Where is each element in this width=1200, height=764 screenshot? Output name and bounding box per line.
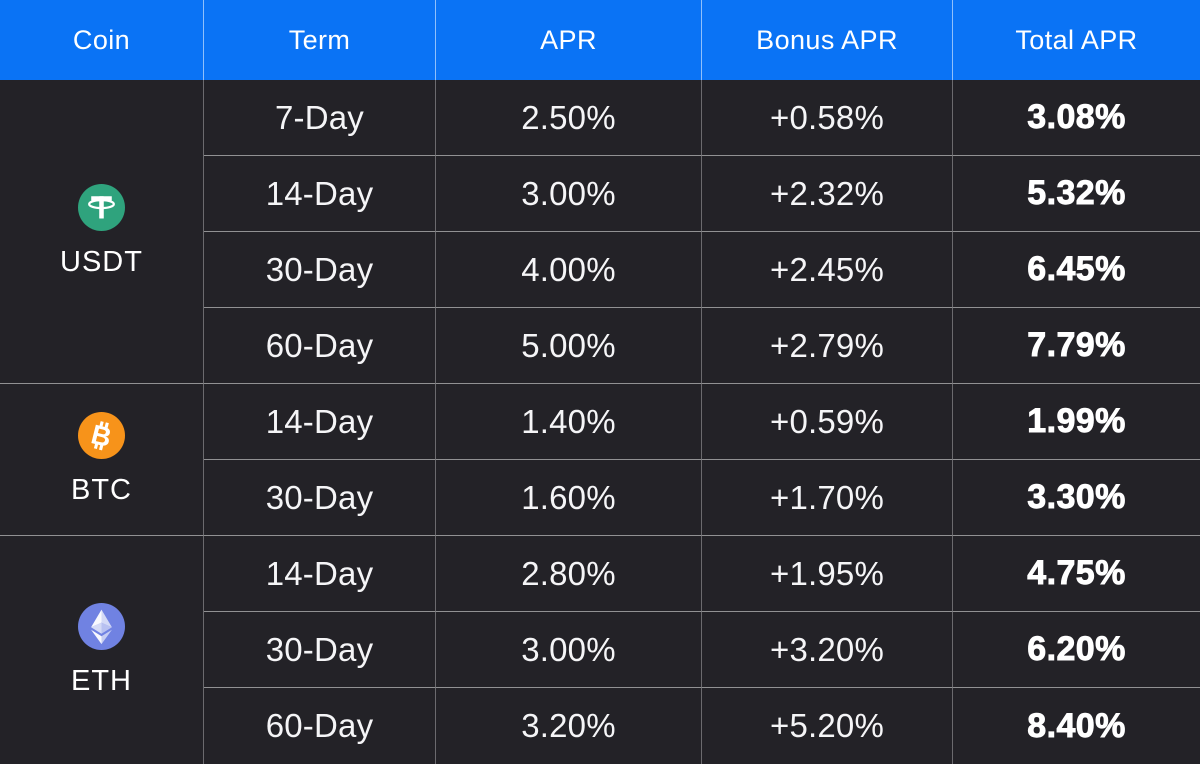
term-cell: 7-Day: [204, 80, 436, 156]
bonus-apr-cell: +1.95%: [702, 536, 953, 612]
apr-cell: 3.20%: [436, 688, 702, 764]
total-apr-cell: 4.75%: [953, 536, 1200, 612]
term-cell: 14-Day: [204, 156, 436, 232]
total-apr-cell: 7.79%: [953, 308, 1200, 384]
term-cell: 30-Day: [204, 460, 436, 536]
apr-cell: 2.50%: [436, 80, 702, 156]
bonus-apr-cell: +5.20%: [702, 688, 953, 764]
term-cell: 30-Day: [204, 612, 436, 688]
coin-cell-eth: ETH: [0, 536, 204, 764]
apr-cell: 1.60%: [436, 460, 702, 536]
total-apr-cell: 1.99%: [953, 384, 1200, 460]
apr-cell: 1.40%: [436, 384, 702, 460]
bonus-apr-cell: +2.45%: [702, 232, 953, 308]
bonus-apr-cell: +0.58%: [702, 80, 953, 156]
total-apr-cell: 3.30%: [953, 460, 1200, 536]
coin-cell-btc: B BTC: [0, 384, 204, 536]
apr-cell: 2.80%: [436, 536, 702, 612]
total-apr-cell: 6.45%: [953, 232, 1200, 308]
total-apr-cell: 8.40%: [1027, 706, 1126, 745]
tether-icon: [78, 184, 125, 231]
bonus-apr-cell: +1.70%: [702, 460, 953, 536]
column-header-term: Term: [204, 0, 436, 80]
term-cell: 14-Day: [204, 384, 436, 460]
total-apr-cell: 6.20%: [953, 612, 1200, 688]
apr-cell: 5.00%: [436, 308, 702, 384]
term-cell: 30-Day: [204, 232, 436, 308]
bonus-apr-cell: +0.59%: [702, 384, 953, 460]
apr-cell: 4.00%: [436, 232, 702, 308]
bonus-apr-cell: +3.20%: [702, 612, 953, 688]
column-header-total-apr: Total APR: [953, 0, 1200, 80]
ethereum-icon: [78, 602, 125, 650]
coin-label: USDT: [60, 246, 143, 278]
term-cell: 14-Day: [204, 536, 436, 612]
bitcoin-icon: B: [78, 412, 125, 459]
total-apr-cell: 5.32%: [953, 156, 1200, 232]
column-header-apr: APR: [436, 0, 702, 80]
column-header-bonus-apr: Bonus APR: [702, 0, 953, 80]
coin-cell-usdt: USDT: [0, 80, 204, 384]
coin-label: ETH: [71, 664, 132, 697]
term-cell: 60-Day: [204, 688, 436, 764]
bonus-apr-cell: +2.79%: [702, 308, 953, 384]
bonus-apr-cell: +2.32%: [702, 156, 953, 232]
apr-cell: 3.00%: [436, 612, 702, 688]
coin-label: BTC: [71, 474, 132, 506]
term-cell: 60-Day: [204, 308, 436, 384]
apr-cell: 3.00%: [436, 156, 702, 232]
total-apr-cell: 3.08%: [953, 80, 1200, 156]
column-header-coin: Coin: [0, 0, 204, 80]
